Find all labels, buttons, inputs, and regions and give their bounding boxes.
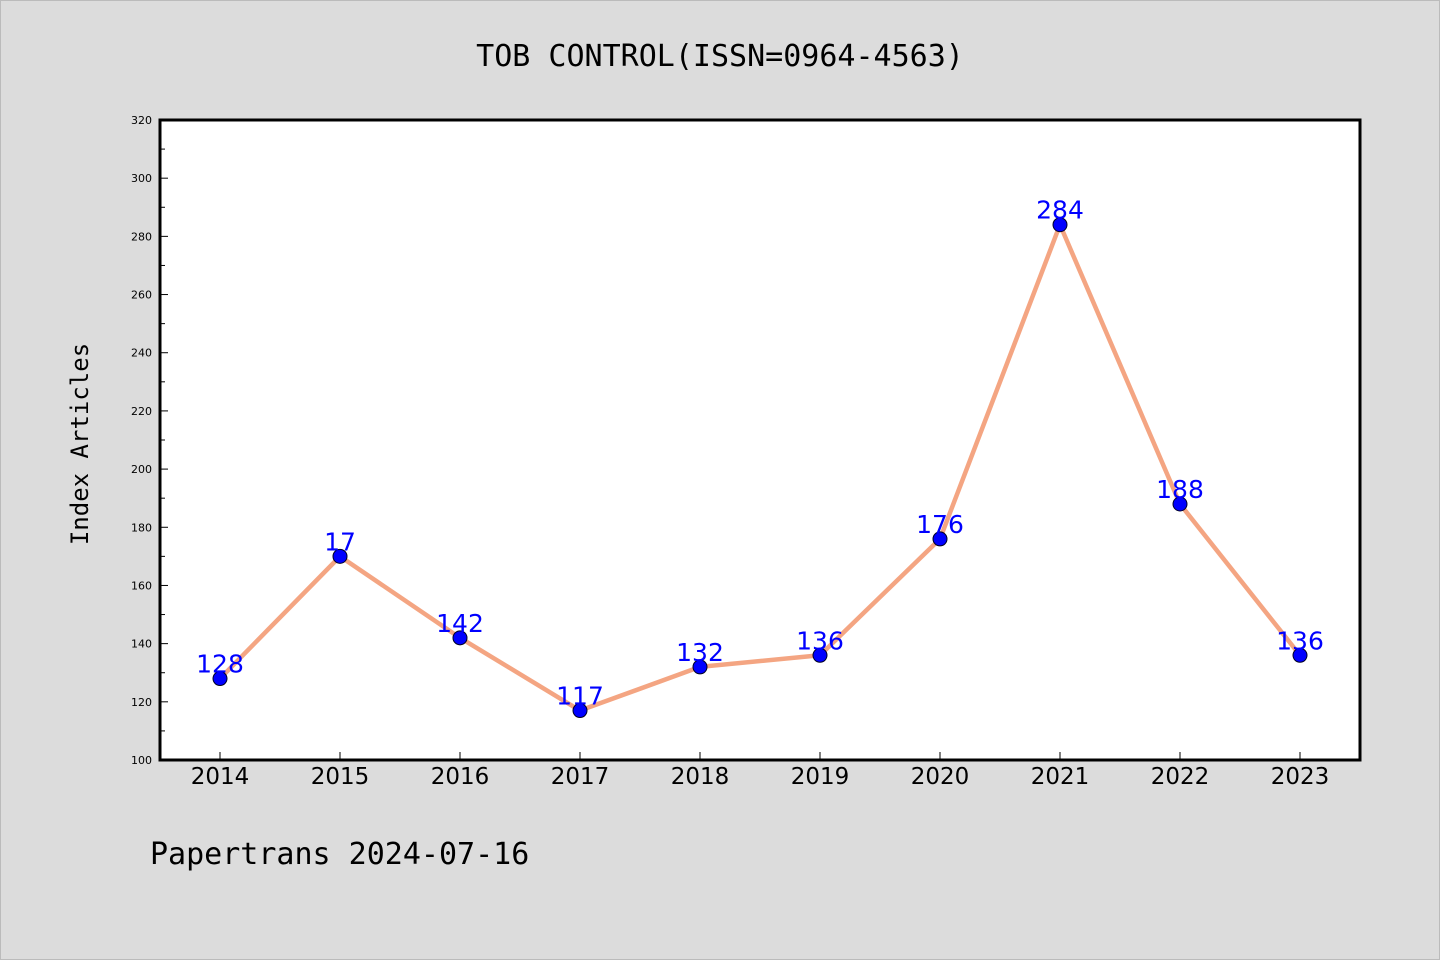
y-tick-label: 240 (131, 347, 152, 360)
y-tick-label: 140 (131, 638, 152, 651)
x-tick-label: 2019 (791, 764, 850, 790)
y-tick-label: 320 (131, 114, 152, 127)
data-label: 117 (556, 682, 604, 711)
x-tick-label: 2018 (671, 764, 730, 790)
data-point (1172, 496, 1188, 512)
y-tick-label: 200 (131, 463, 152, 476)
y-tick-label: 220 (131, 405, 152, 418)
x-tick-label: 2014 (191, 764, 250, 790)
data-label: 136 (796, 626, 844, 655)
y-tick-label: 180 (131, 521, 152, 534)
data-labels: 128 17 142 117 132 136 176 284 188 136 (196, 196, 1324, 711)
x-tick-label: 2022 (1151, 764, 1210, 790)
data-point (452, 630, 468, 646)
data-label: 142 (436, 609, 484, 638)
y-tick-label: 100 (131, 754, 152, 767)
data-label: 136 (1276, 626, 1324, 655)
data-label: 132 (676, 638, 724, 667)
x-tick-label: 2020 (911, 764, 970, 790)
data-label: 176 (916, 510, 964, 539)
series-line (217, 222, 1303, 713)
data-label: 188 (1156, 475, 1204, 504)
data-point (692, 659, 708, 675)
series-markers (212, 217, 1308, 719)
data-point (212, 671, 228, 687)
x-tick-label: 2023 (1271, 764, 1330, 790)
y-tick-label: 160 (131, 579, 152, 592)
data-label: 17 (324, 527, 356, 556)
plot-area (160, 120, 1360, 760)
data-point (1052, 217, 1068, 233)
data-point (932, 531, 948, 547)
data-label: 128 (196, 650, 244, 679)
x-tick-label: 2016 (431, 764, 490, 790)
footer-credit: Papertrans 2024-07-16 (150, 837, 529, 872)
series-line-layer (217, 222, 1303, 713)
chart-title: TOB CONTROL(ISSN=0964-4563) (476, 39, 964, 74)
y-tick-label: 120 (131, 696, 152, 709)
x-tick-label: 2015 (311, 764, 370, 790)
y-tick-label: 260 (131, 289, 152, 302)
data-point (1292, 647, 1308, 663)
y-axis-label: Index Articles (66, 343, 94, 545)
data-point (812, 647, 828, 663)
x-tick-label: 2017 (551, 764, 610, 790)
data-point (332, 548, 348, 564)
x-tick-label: 2021 (1031, 764, 1090, 790)
data-point (572, 703, 588, 719)
y-tick-label: 280 (131, 230, 152, 243)
plot-frame (158, 118, 1362, 762)
axis-ticks: 100 120 140 160 180 200 220 240 260 280 300 320 2014… (131, 114, 1329, 790)
data-label: 284 (1036, 196, 1084, 225)
y-tick-label: 300 (131, 172, 152, 185)
